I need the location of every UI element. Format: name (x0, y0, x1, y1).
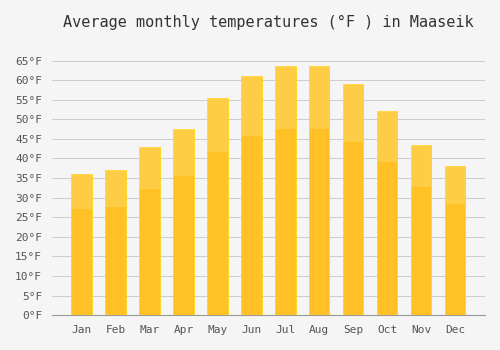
Bar (309, 66, 330, 128)
Bar (106, 170, 126, 315)
Bar (106, 170, 126, 206)
Bar (411, 145, 432, 315)
Bar (377, 111, 398, 315)
Bar (411, 145, 432, 187)
Bar (343, 84, 363, 315)
Bar (72, 174, 92, 209)
Bar (174, 129, 194, 176)
Bar (241, 76, 262, 136)
Bar (140, 147, 160, 189)
Bar (275, 66, 295, 315)
Bar (343, 84, 363, 142)
Title: Average monthly temperatures (°F ) in Maaseik: Average monthly temperatures (°F ) in Ma… (63, 15, 474, 30)
Bar (275, 66, 295, 128)
Bar (377, 111, 398, 162)
Bar (241, 76, 262, 315)
Bar (174, 129, 194, 315)
Bar (140, 147, 160, 315)
Bar (72, 174, 92, 315)
Bar (309, 66, 330, 315)
Bar (207, 98, 228, 152)
Bar (445, 166, 466, 315)
Bar (207, 98, 228, 315)
Bar (445, 166, 466, 204)
